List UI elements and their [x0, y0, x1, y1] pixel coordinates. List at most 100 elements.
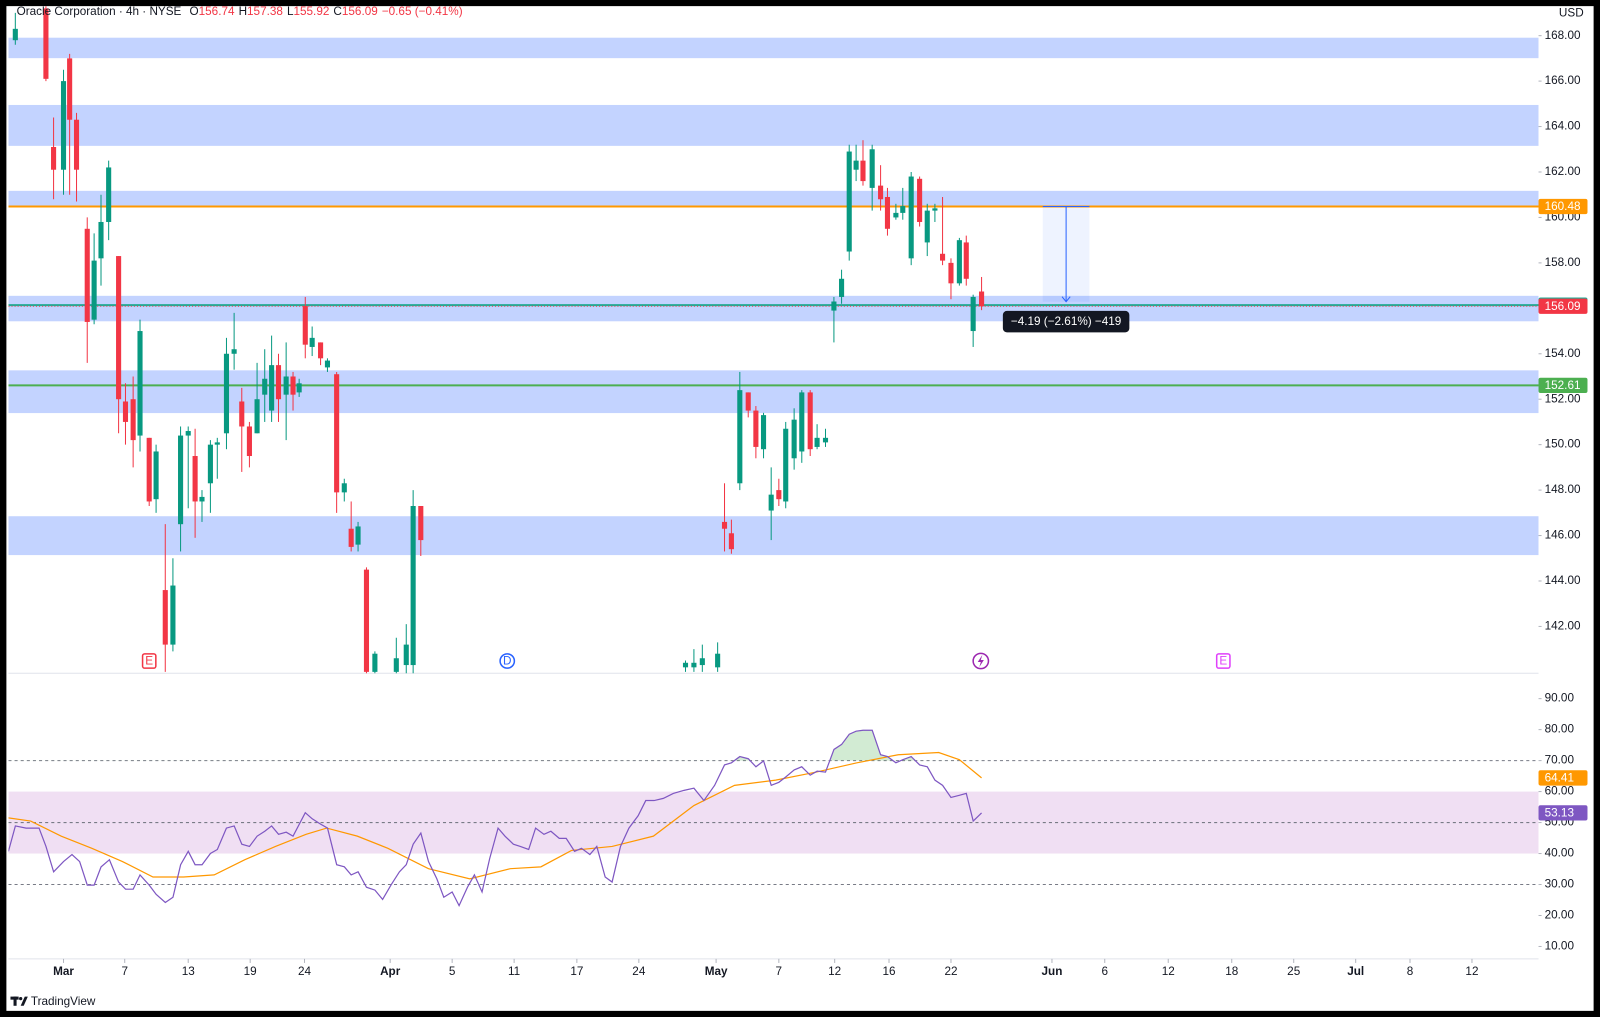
x-tick-label: 11 [508, 965, 520, 978]
candle-body [737, 390, 743, 484]
y-tick-label: 154.00 [1545, 347, 1581, 360]
candle-body [231, 349, 237, 354]
candle-body [860, 160, 866, 182]
candle-body [185, 431, 191, 436]
candle-body [137, 331, 143, 436]
candle-body [348, 528, 354, 547]
candle-body [67, 58, 73, 120]
last-price-tag: 156.09 [1545, 300, 1581, 313]
candle-body [768, 494, 774, 511]
ohlc-letter: O [190, 5, 199, 18]
y-tick-label: 40.00 [1545, 847, 1575, 860]
candle-body [207, 444, 213, 484]
x-tick-label: 22 [944, 965, 957, 978]
x-tick-label: 7 [121, 965, 128, 978]
rsi-pane [8, 729, 1539, 908]
measure-label: −4.19 (−2.61%) −419 [1011, 315, 1121, 328]
candle-body [290, 376, 296, 395]
background [6, 6, 1594, 1011]
rsi-tag: 53.13 [1545, 806, 1574, 819]
candle-body [917, 178, 923, 222]
candle-body [302, 306, 308, 345]
y-tick-label: 10.00 [1545, 940, 1575, 953]
zone [8, 37, 1539, 59]
level-tag: 160.48 [1545, 200, 1581, 213]
y-tick-label: 30.00 [1545, 878, 1575, 891]
candle-body [106, 167, 112, 222]
candle-body [776, 490, 782, 500]
candle-body [318, 342, 324, 359]
x-tick-label: 5 [449, 965, 456, 978]
candle-body [799, 392, 805, 452]
zone [8, 295, 1539, 322]
candle-body [324, 360, 331, 368]
brand-logo [10, 996, 28, 1006]
candle-body [223, 353, 230, 434]
candle-body [900, 206, 906, 213]
x-tick-label: Jun [1042, 965, 1063, 978]
candle-body [269, 365, 275, 411]
candle-body [884, 196, 891, 229]
candle-body [869, 149, 875, 188]
event-marker [499, 653, 516, 669]
candle-body [43, 8, 49, 79]
candle-body [122, 401, 129, 422]
logo-part [19, 997, 23, 1001]
level-tag-bg [1538, 198, 1588, 215]
x-tick-label: Mar [53, 965, 74, 978]
event-marker [141, 653, 157, 669]
y-tick-label: 80.00 [1545, 723, 1575, 736]
event-marker [1215, 653, 1231, 669]
candle-body [691, 662, 697, 668]
y-tick-label: 146.00 [1545, 529, 1581, 542]
candle-body [728, 533, 734, 550]
y-tick-label: 90.00 [1545, 692, 1575, 705]
x-tick-label: 24 [298, 965, 312, 978]
x-tick-label: 25 [1287, 965, 1301, 978]
candle-body [130, 399, 136, 441]
candle-body [410, 506, 416, 666]
ohlc-letter: H [239, 5, 247, 18]
axes: 142.00 144.00 146.00 148.00 150.00 152.00 154.… [53, 29, 1588, 978]
candle-body [878, 185, 884, 200]
candle-body [893, 212, 899, 218]
candle-body [199, 496, 205, 502]
ohlc-letter: C [333, 5, 342, 18]
x-tick-label: Jul [1347, 965, 1364, 978]
candles [12, 6, 985, 674]
overbought-fill [734, 730, 916, 761]
candle-body [192, 456, 198, 502]
x-tick-label: 17 [570, 965, 583, 978]
header: Oracle Corporation · 4h · NYSE O156.74 H15… [17, 5, 463, 18]
x-tick-label: Apr [380, 965, 401, 978]
candle-body [239, 401, 245, 427]
candle-body [393, 658, 399, 672]
event-label: D [503, 655, 511, 668]
candle-body [296, 383, 302, 393]
symbol-title: Oracle Corporation · 4h · NYSE [17, 5, 182, 18]
candle-body [839, 278, 845, 297]
candle-body [153, 451, 159, 500]
candle-body [60, 81, 67, 170]
ohlc-value: 157.38 [247, 5, 283, 18]
event-icon [977, 654, 984, 668]
ohlc-letter: L [287, 5, 294, 18]
candle-body [73, 119, 80, 170]
measure-arrowhead [1061, 296, 1071, 303]
candle-body [963, 242, 969, 279]
zone [8, 370, 1539, 414]
rsi-tag-bg [1538, 805, 1588, 821]
candle-body [309, 337, 315, 347]
event-label: E [1219, 655, 1227, 668]
last-price-tag-bg [1538, 298, 1588, 314]
brand: TradingView [31, 995, 96, 1008]
candle-body [970, 296, 976, 332]
candle-body [403, 644, 409, 666]
x-tick-label: 12 [828, 965, 841, 978]
candle-body [162, 590, 168, 645]
candle-body [51, 146, 57, 170]
currency: USD [1559, 6, 1584, 19]
candle-body [908, 176, 914, 259]
